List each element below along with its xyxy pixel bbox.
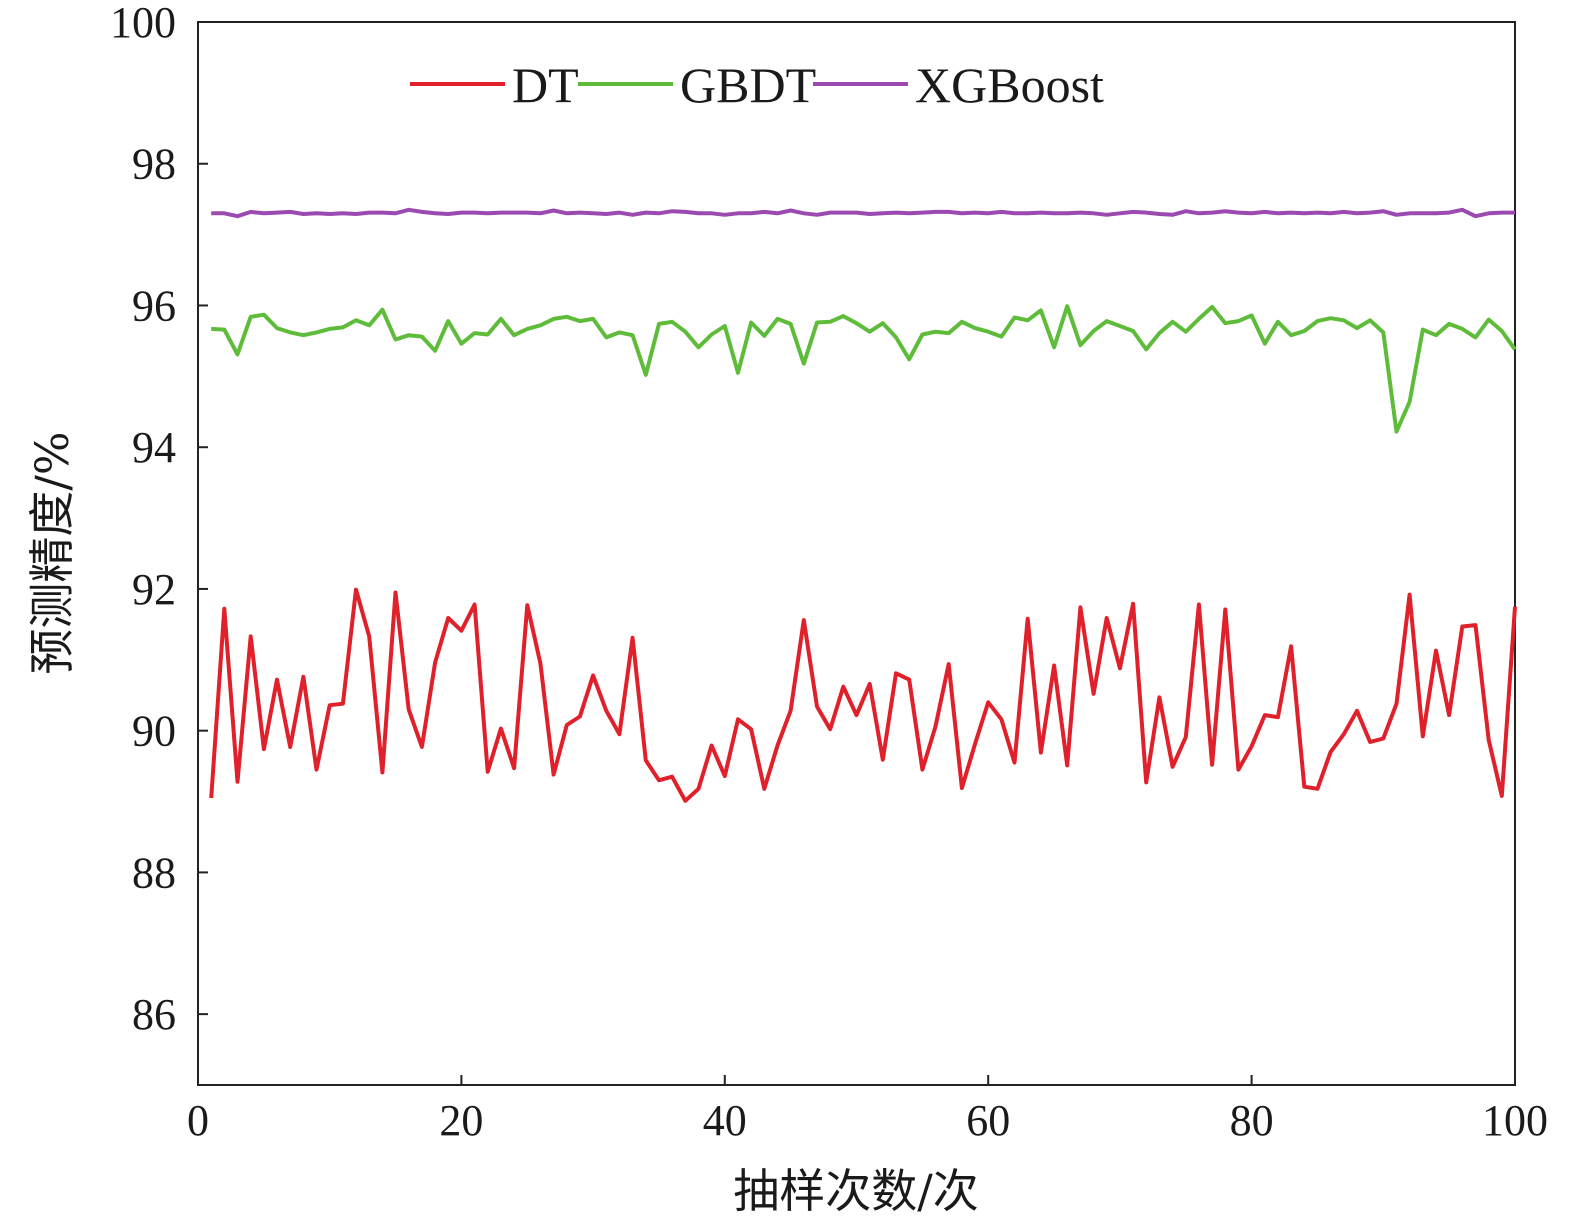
- x-tick-label: 80: [1230, 1096, 1274, 1145]
- x-tick-label: 40: [703, 1096, 747, 1145]
- y-tick-label: 86: [132, 990, 176, 1039]
- series-lines: [209, 207, 1517, 803]
- y-tick-label: 90: [132, 707, 176, 756]
- y-tick-label: 88: [132, 848, 176, 897]
- y-tick-label: 98: [132, 140, 176, 189]
- legend: DT GBDT XGBoost: [410, 57, 1104, 113]
- y-tick-label: 92: [132, 565, 176, 614]
- plot-frame: [197, 21, 1516, 1086]
- y-axis-label: 预测精度/%: [25, 431, 79, 674]
- x-tick-label: 60: [966, 1096, 1010, 1145]
- series-line-xgboost: [211, 207, 1515, 219]
- axis-ticks: 0 20 40 60 80 100 86 88 90 92 94 96 98 100: [110, 0, 1548, 1145]
- x-tick-label: 20: [439, 1096, 483, 1145]
- y-tick-label: 100: [110, 0, 176, 47]
- series-line-dt: [209, 587, 1517, 803]
- legend-label-xgboost: XGBoost: [915, 57, 1104, 113]
- x-axis-label: 抽样次数/次: [733, 1164, 979, 1218]
- x-tick-label: 100: [1482, 1096, 1548, 1145]
- y-tick-label: 94: [132, 423, 176, 472]
- legend-label-dt: DT: [512, 57, 579, 113]
- legend-label-gbdt: GBDT: [680, 57, 816, 113]
- x-tick-label: 0: [187, 1096, 209, 1145]
- series-line-gbdt: [211, 304, 1517, 434]
- y-tick-label: 96: [132, 281, 176, 330]
